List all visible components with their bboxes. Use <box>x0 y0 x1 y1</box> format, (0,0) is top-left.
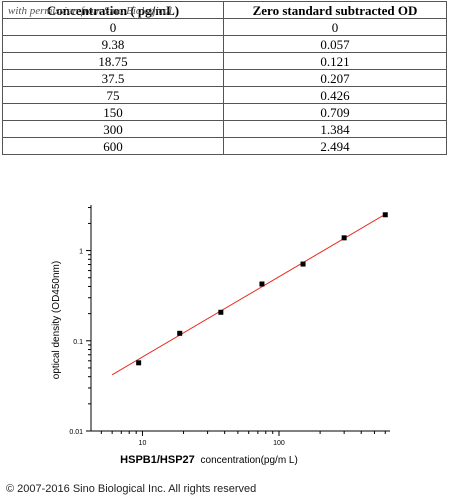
header-concentration: Concentration ( pg/mL) <box>2 1 224 19</box>
cell-concentration: 0 <box>2 18 224 36</box>
y-tick-label: 0.01 <box>69 429 83 436</box>
data-points <box>136 212 388 366</box>
data-point <box>136 360 142 366</box>
cell-od: 0.709 <box>223 103 447 121</box>
fit-line-group <box>111 212 388 376</box>
x-axis-label-analyte: HSPB1/HSP27 <box>120 454 195 466</box>
chart-axes <box>90 205 390 432</box>
table-row: 18.75 0.121 <box>2 52 447 70</box>
table-row: 150 0.709 <box>2 103 447 121</box>
table-row: 600 2.494 <box>2 137 447 155</box>
data-point <box>259 281 265 287</box>
cell-od: 1.384 <box>223 120 447 138</box>
cell-od: 0 <box>223 18 447 36</box>
cell-concentration: 600 <box>2 137 224 155</box>
standard-curve-table: Concentration ( pg/mL) Zero standard sub… <box>2 1 447 155</box>
data-point <box>341 235 347 241</box>
fit-line <box>111 212 388 376</box>
x-axis-label-unit: concentration(pg/m L) <box>201 455 298 466</box>
cell-concentration: 9.38 <box>2 35 224 53</box>
data-point <box>382 212 388 218</box>
y-tick-label: 1 <box>79 249 83 256</box>
table-row: 300 1.384 <box>2 120 447 138</box>
copyright-footer: © 2007-2016 Sino Biological Inc. All rig… <box>6 483 257 495</box>
chart-ticks: 10 100 0.01 0.1 1 <box>69 207 386 447</box>
table-header-row: Concentration ( pg/mL) Zero standard sub… <box>2 1 447 19</box>
cell-od: 2.494 <box>223 137 447 155</box>
table-row: 75 0.426 <box>2 86 447 104</box>
y-tick-label: 0.1 <box>73 339 83 346</box>
x-axis-label: HSPB1/HSP27 concentration(pg/m L) <box>120 454 298 466</box>
cell-concentration: 150 <box>2 103 224 121</box>
cell-concentration: 75 <box>2 86 224 104</box>
x-tick-label: 10 <box>139 440 147 447</box>
cell-concentration: 37.5 <box>2 69 224 87</box>
x-tick-label: 100 <box>273 440 285 447</box>
data-point <box>177 330 183 336</box>
table-row: 37.5 0.207 <box>2 69 447 87</box>
data-point <box>218 309 224 315</box>
cell-od: 0.057 <box>223 35 447 53</box>
cell-od: 0.426 <box>223 86 447 104</box>
data-point <box>300 261 306 267</box>
y-axis-label: optical density (OD450nm) <box>51 261 62 379</box>
cell-od: 0.121 <box>223 52 447 70</box>
cell-concentration: 18.75 <box>2 52 224 70</box>
header-od: Zero standard subtracted OD <box>223 1 447 19</box>
cell-concentration: 300 <box>2 120 224 138</box>
table-row: 9.38 0.057 <box>2 35 447 53</box>
cell-od: 0.207 <box>223 69 447 87</box>
